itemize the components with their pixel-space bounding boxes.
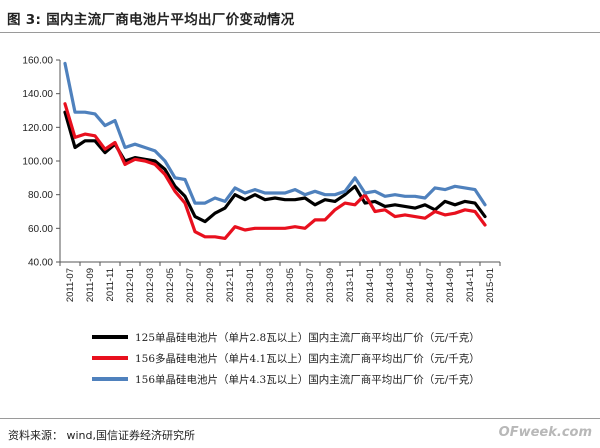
source-note: 资料来源： wind,国信证券经济研究所 [8, 429, 195, 442]
y-tick-label: 40.00 [28, 258, 53, 269]
x-tick-label: 2015-01 [485, 268, 496, 303]
series-line-2 [63, 102, 487, 240]
x-tick-label: 2013-01 [245, 268, 256, 303]
x-tick-label: 2012-09 [205, 268, 216, 303]
legend-label-3: 156单晶硅电池片（单片4.3瓦以上）国内主流厂商平均出厂价（元/千克） [135, 373, 480, 386]
x-tick-label: 2014-03 [385, 268, 396, 303]
x-tick-label: 2013-03 [265, 268, 276, 303]
series-line-3 [63, 61, 487, 207]
x-tick-label: 2012-11 [225, 268, 236, 302]
x-tick-label: 2012-07 [185, 268, 196, 303]
x-tick-label: 2012-03 [145, 268, 156, 303]
y-tick-label: 160.00 [22, 56, 53, 67]
y-tick-label: 60.00 [28, 224, 53, 235]
x-tick-label: 2014-09 [445, 268, 456, 303]
x-tick-label: 2014-05 [405, 268, 416, 303]
x-tick-label: 2013-11 [345, 268, 356, 302]
y-tick-label: 80.00 [28, 190, 53, 201]
legend-label-2: 156多晶硅电池片（单片4.1瓦以上）国内主流厂商平均出厂价（元/千克） [135, 352, 480, 365]
x-tick-label: 2014-11 [465, 268, 476, 302]
x-tick-label: 2012-01 [125, 268, 136, 303]
chart-axes: 40.00 60.00 80.00 100.00 120.00 140.00 160.00 2… [22, 56, 501, 303]
chart-legend: 125单晶硅电池片（单片2.8瓦以上）国内主流厂商平均出厂价（元/千克） 156多… [92, 331, 480, 386]
line-chart: 40.00 60.00 80.00 100.00 120.00 140.00 160.00 2… [22, 56, 501, 386]
figure-label: 图 3: [7, 12, 42, 28]
x-tick-label: 2012-05 [165, 268, 176, 303]
series-line-1 [63, 110, 487, 224]
x-tick-label: 2011-11 [105, 268, 116, 301]
chart-title: 图 3: 国内主流厂商电池片平均出厂价变动情况 [7, 8, 295, 28]
x-tick-label: 2013-05 [285, 268, 296, 303]
x-tick-label: 2014-07 [425, 268, 436, 303]
x-tick-label: 2011-07 [65, 268, 76, 302]
x-tick-label: 2011-09 [85, 268, 96, 302]
x-tick-label: 2014-01 [365, 268, 376, 303]
chart-series [63, 61, 487, 240]
footer-divider [0, 418, 600, 419]
title-divider [0, 32, 600, 33]
x-tick-label: 2013-07 [305, 268, 316, 303]
y-tick-label: 100.00 [22, 157, 53, 168]
x-tick-label: 2013-09 [325, 268, 336, 303]
watermark: OFweek.com [498, 425, 592, 440]
y-tick-label: 120.00 [22, 123, 53, 134]
y-tick-label: 140.00 [22, 89, 53, 100]
figure-title: 国内主流厂商电池片平均出厂价变动情况 [46, 12, 295, 28]
legend-label-1: 125单晶硅电池片（单片2.8瓦以上）国内主流厂商平均出厂价（元/千克） [135, 331, 480, 344]
